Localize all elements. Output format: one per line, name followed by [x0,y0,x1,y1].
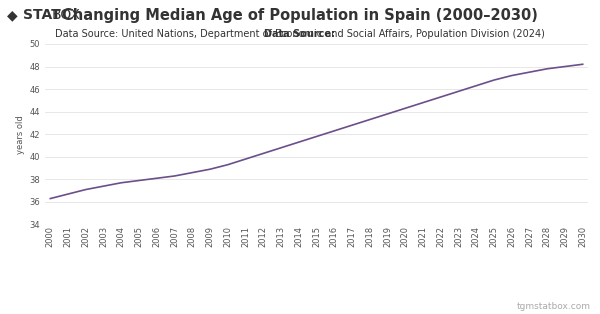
Text: tgmstatbox.com: tgmstatbox.com [517,302,591,311]
Text: STAT: STAT [23,8,61,22]
Text: Data Source:: Data Source: [265,29,335,39]
Text: BOX: BOX [52,8,80,22]
Y-axis label: years old: years old [16,115,25,154]
Text: Data Source: United Nations, Department of Economic and Social Affairs, Populati: Data Source: United Nations, Department … [55,29,545,39]
Text: Changing Median Age of Population in Spain (2000–2030): Changing Median Age of Population in Spa… [62,8,538,23]
Text: ◆: ◆ [7,8,18,22]
